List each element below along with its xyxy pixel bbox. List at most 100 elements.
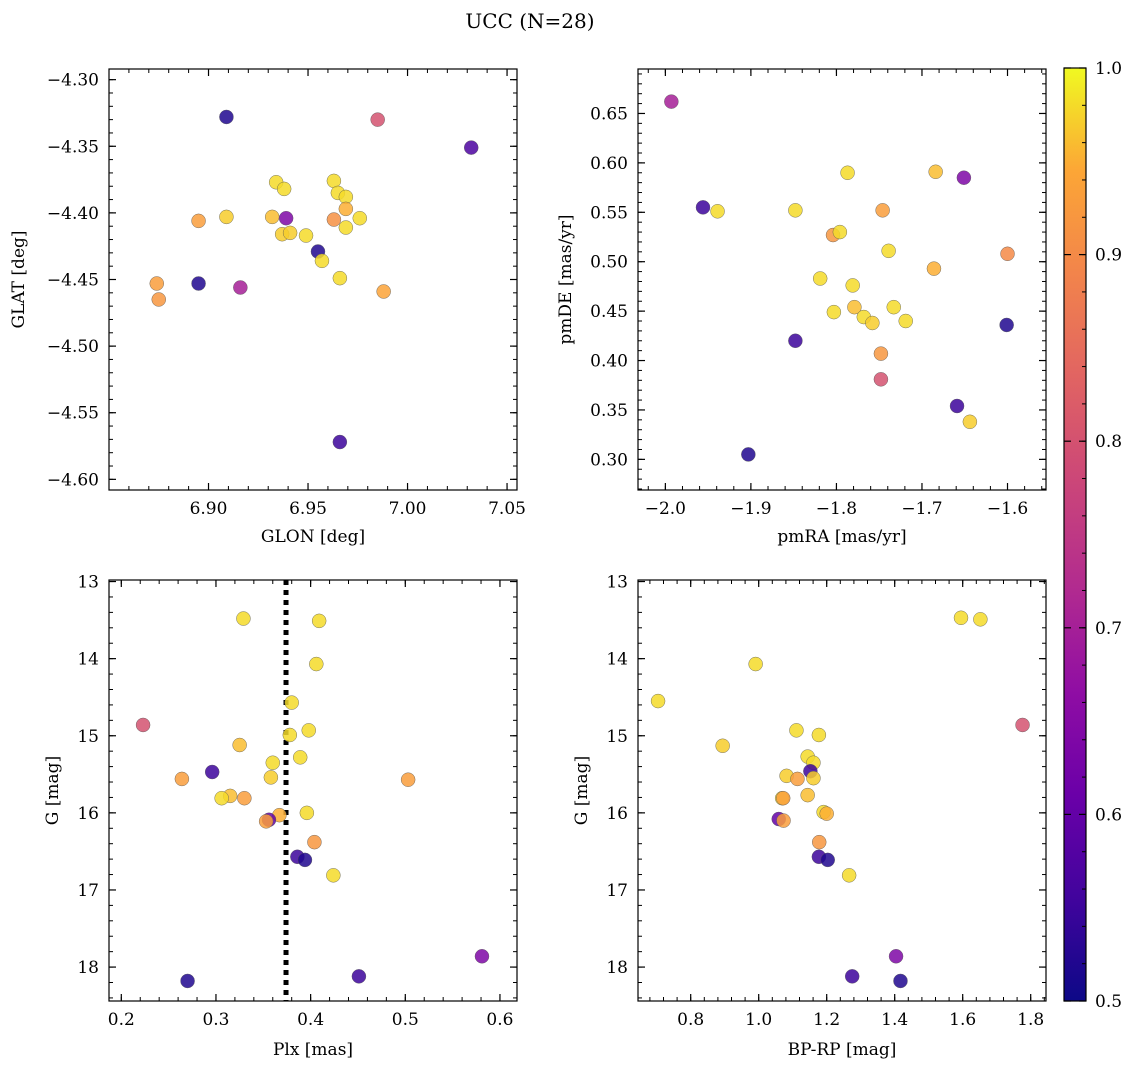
y-tick-label: 18 — [606, 958, 628, 978]
data-point — [748, 656, 763, 672]
ticks-bprp-g: 0.8 1.0 1.2 1.4 1.6 1.8 13 14 15 16 17 18 — [606, 573, 1046, 1030]
data-point — [812, 271, 828, 286]
x-tick-label: 1.4 — [881, 1010, 908, 1030]
x-tick-label: 1.6 — [949, 1010, 976, 1030]
data-point — [775, 791, 791, 806]
frame-bprp-g — [637, 579, 1047, 1002]
data-point — [873, 372, 889, 387]
data-point — [332, 270, 348, 286]
data-point — [351, 969, 367, 984]
data-point — [338, 220, 354, 235]
data-point — [214, 791, 229, 806]
x-tick-label: 6.90 — [190, 499, 228, 519]
y-tick-label: 13 — [77, 573, 99, 593]
ylabel-g-right: G [mag] — [572, 756, 592, 825]
data-point — [776, 813, 791, 828]
ticks-glon-glat: 6.90 6.95 7.00 7.05 −4.30 −4.35 −4.40 −4.45 −4.5… — [47, 69, 526, 519]
data-point — [1015, 717, 1030, 733]
data-point — [464, 140, 479, 155]
data-point — [973, 612, 988, 627]
colorbar-tick-label: 0.5 — [1095, 992, 1122, 1012]
figure-title: UCC (N=28) — [465, 9, 594, 33]
colorbar: 0.5 0.6 0.7 0.8 0.9 1.0 — [1063, 59, 1122, 1012]
data-point — [888, 949, 904, 964]
x-tick-label: 0.3 — [202, 1010, 229, 1030]
data-point — [1000, 246, 1015, 262]
y-tick-label: −4.60 — [47, 470, 99, 490]
colorbar-tick-label: 0.7 — [1095, 619, 1122, 639]
y-tick-label: 0.45 — [590, 302, 628, 322]
data-point — [149, 276, 164, 291]
data-point — [999, 317, 1014, 333]
ylabel-glat: GLAT [deg] — [9, 230, 29, 328]
y-tick-label: 13 — [606, 573, 628, 593]
data-point — [790, 771, 805, 787]
y-tick-label: 15 — [77, 727, 99, 747]
data-point — [370, 112, 385, 127]
x-tick-label: 0.8 — [677, 1010, 704, 1030]
data-point — [788, 203, 803, 218]
data-point — [806, 770, 821, 786]
data-point — [841, 868, 857, 883]
data-point — [826, 304, 842, 320]
data-point — [376, 284, 391, 299]
y-tick-label: 0.55 — [590, 203, 628, 223]
points-pmra-pmde — [664, 94, 1015, 462]
data-point — [282, 225, 298, 241]
data-point — [332, 434, 348, 450]
x-tick-label: 0.5 — [392, 1010, 419, 1030]
panel-glon-glat: 6.90 6.95 7.00 7.05 −4.30 −4.35 −4.40 −4.45 −4.5… — [9, 68, 526, 547]
points-glon-glat — [149, 109, 479, 450]
ticks-plx-g: 0.2 0.3 0.4 0.5 0.6 13 14 15 16 17 18 — [77, 573, 517, 1030]
data-point — [893, 973, 908, 989]
x-tick-label: −2.0 — [645, 499, 686, 519]
data-point — [191, 276, 206, 291]
y-tick-label: 18 — [77, 958, 99, 978]
y-tick-label: −4.40 — [47, 204, 99, 224]
x-tick-label: 1.0 — [745, 1010, 772, 1030]
colorbar-tick-label: 0.8 — [1095, 432, 1122, 452]
data-point — [307, 834, 322, 850]
data-point — [886, 299, 901, 315]
data-point — [263, 770, 279, 785]
colorbar-ticks: 0.5 0.6 0.7 0.8 0.9 1.0 — [1064, 59, 1122, 1012]
y-tick-label: 16 — [606, 804, 628, 824]
data-point — [650, 693, 666, 709]
x-tick-label: 1.8 — [1017, 1010, 1044, 1030]
xlabel-bprp: BP-RP [mag] — [788, 1040, 897, 1060]
xlabel-pmra: pmRA [mas/yr] — [777, 527, 906, 547]
data-point — [293, 750, 308, 765]
data-point — [875, 203, 890, 218]
data-point — [265, 209, 280, 225]
x-tick-label: 6.95 — [289, 499, 327, 519]
data-point — [949, 398, 965, 414]
ylabel-pmde: pmDE [mas/yr] — [556, 214, 576, 344]
y-tick-label: 17 — [606, 881, 628, 901]
data-point — [298, 228, 314, 243]
data-point — [219, 209, 234, 225]
data-point — [282, 727, 298, 743]
data-point — [812, 834, 827, 850]
data-point — [898, 313, 913, 329]
x-tick-label: −1.6 — [987, 499, 1028, 519]
data-point — [301, 723, 316, 738]
data-point — [236, 611, 251, 626]
data-point — [926, 261, 942, 276]
data-point — [233, 280, 248, 295]
data-point — [258, 814, 274, 829]
colorbar-tick-label: 1.0 — [1095, 59, 1122, 79]
x-tick-label: −1.7 — [901, 499, 942, 519]
data-point — [151, 292, 166, 307]
data-point — [741, 447, 756, 462]
frame-pmra-pmde — [637, 68, 1047, 491]
data-point — [956, 170, 972, 185]
y-tick-label: 0.35 — [590, 401, 628, 421]
data-point — [800, 787, 815, 803]
data-point — [840, 165, 855, 180]
data-point — [820, 852, 835, 868]
data-point — [338, 201, 354, 217]
y-tick-label: 14 — [77, 650, 99, 670]
data-point — [845, 278, 860, 293]
data-point — [715, 738, 730, 753]
panel-bprp-g: 0.8 1.0 1.2 1.4 1.6 1.8 13 14 15 16 17 18 BP-RP [ma… — [572, 573, 1047, 1060]
